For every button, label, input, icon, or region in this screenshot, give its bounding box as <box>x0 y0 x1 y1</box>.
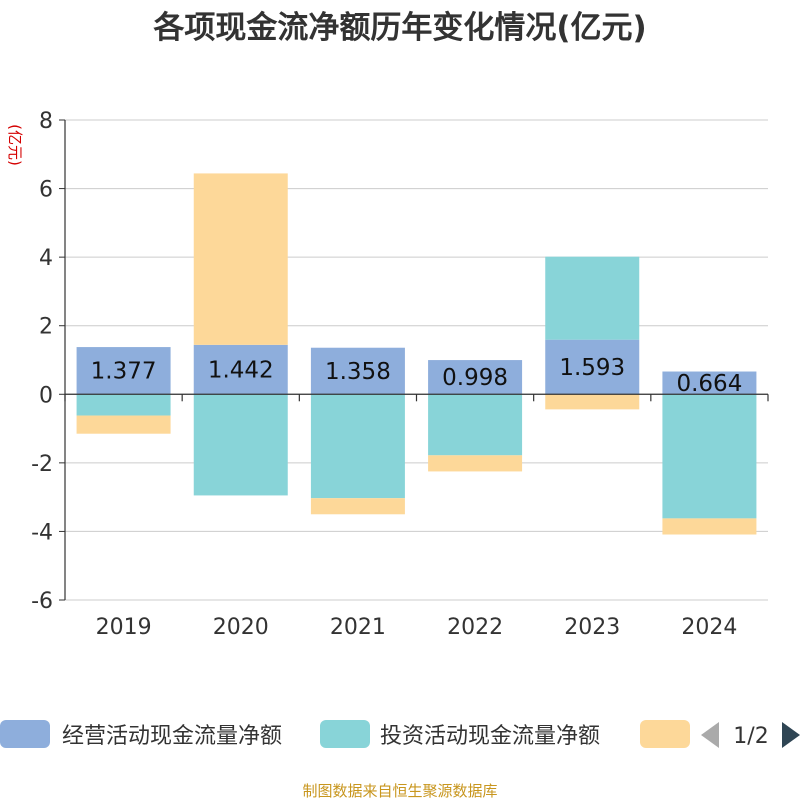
bars <box>76 173 757 535</box>
bar-2022-series-2[interactable] <box>428 394 523 456</box>
bar-2022-series-3[interactable] <box>428 455 523 472</box>
bar-2021-series-2[interactable] <box>310 394 405 499</box>
data-label-2022: 0.998 <box>442 365 508 391</box>
legend: 经营活动现金流量净额 投资活动现金流量净额 1/2 <box>0 720 800 749</box>
legend-swatch-series-2[interactable] <box>320 720 370 748</box>
legend-prev-page-icon[interactable] <box>701 722 719 748</box>
bar-2024-series-3[interactable] <box>662 518 757 535</box>
data-labels: 1.377 1.442 1.358 0.998 1.593 0.664 <box>91 355 743 397</box>
x-tick-label: 2019 <box>96 615 152 640</box>
y-tick-label: -6 <box>31 589 53 614</box>
legend-label-series-1[interactable]: 经营活动现金流量净额 <box>62 724 282 749</box>
bar-2023-series-3[interactable] <box>545 394 640 410</box>
y-tick-label: 0 <box>39 383 53 408</box>
y-axis-label: (亿元) <box>6 124 24 166</box>
y-tick-label: 6 <box>39 178 53 203</box>
data-label-2020: 1.442 <box>208 358 274 384</box>
bar-2021-series-1[interactable] <box>310 347 405 395</box>
x-tick-label: 2024 <box>681 615 737 640</box>
bar-2019-series-3[interactable] <box>76 415 171 434</box>
source-note: 制图数据来自恒生聚源数据库 <box>302 782 497 800</box>
bar-2020-series-3[interactable] <box>193 173 288 345</box>
bar-2020-series-1[interactable] <box>193 344 288 395</box>
bar-2024-series-1[interactable] <box>662 371 757 395</box>
bar-2024-series-2[interactable] <box>662 394 757 519</box>
data-label-2021: 1.358 <box>325 359 391 385</box>
legend-next-page-icon[interactable] <box>782 722 800 748</box>
legend-swatch-series-1[interactable] <box>0 720 50 748</box>
tick-labels: 8 6 4 2 0 -2 -4 -6 2019 2020 2021 2022 2023 2024 <box>31 109 737 640</box>
x-tick-label: 2022 <box>447 615 503 640</box>
bar-2020-series-2[interactable] <box>193 394 288 496</box>
y-tick-label: 8 <box>39 109 53 134</box>
legend-swatch-series-3[interactable] <box>640 720 690 748</box>
bar-2022-series-1[interactable] <box>428 360 523 395</box>
bar-2019-series-2[interactable] <box>76 394 171 416</box>
data-label-2023: 1.593 <box>559 355 625 381</box>
axes <box>64 120 769 600</box>
y-tick-label: -4 <box>31 520 53 545</box>
y-tick-label: -2 <box>31 452 53 477</box>
y-tick-label: 2 <box>39 315 53 340</box>
x-tick-label: 2023 <box>564 615 620 640</box>
x-tick-label: 2021 <box>330 615 386 640</box>
x-tick-label: 2020 <box>213 615 269 640</box>
chart-title: 各项现金流净额历年变化情况(亿元) <box>152 10 646 46</box>
bar-2023-series-2[interactable] <box>545 256 640 340</box>
legend-label-series-2[interactable]: 投资活动现金流量净额 <box>380 724 600 749</box>
bar-2023-series-1[interactable] <box>545 339 640 395</box>
legend-page-indicator: 1/2 <box>733 724 768 749</box>
bar-2021-series-3[interactable] <box>310 498 405 515</box>
data-label-2019: 1.377 <box>91 359 157 385</box>
y-tick-label: 4 <box>39 246 53 271</box>
data-label-2024: 0.664 <box>676 371 742 397</box>
bar-2019-series-1[interactable] <box>76 347 171 395</box>
